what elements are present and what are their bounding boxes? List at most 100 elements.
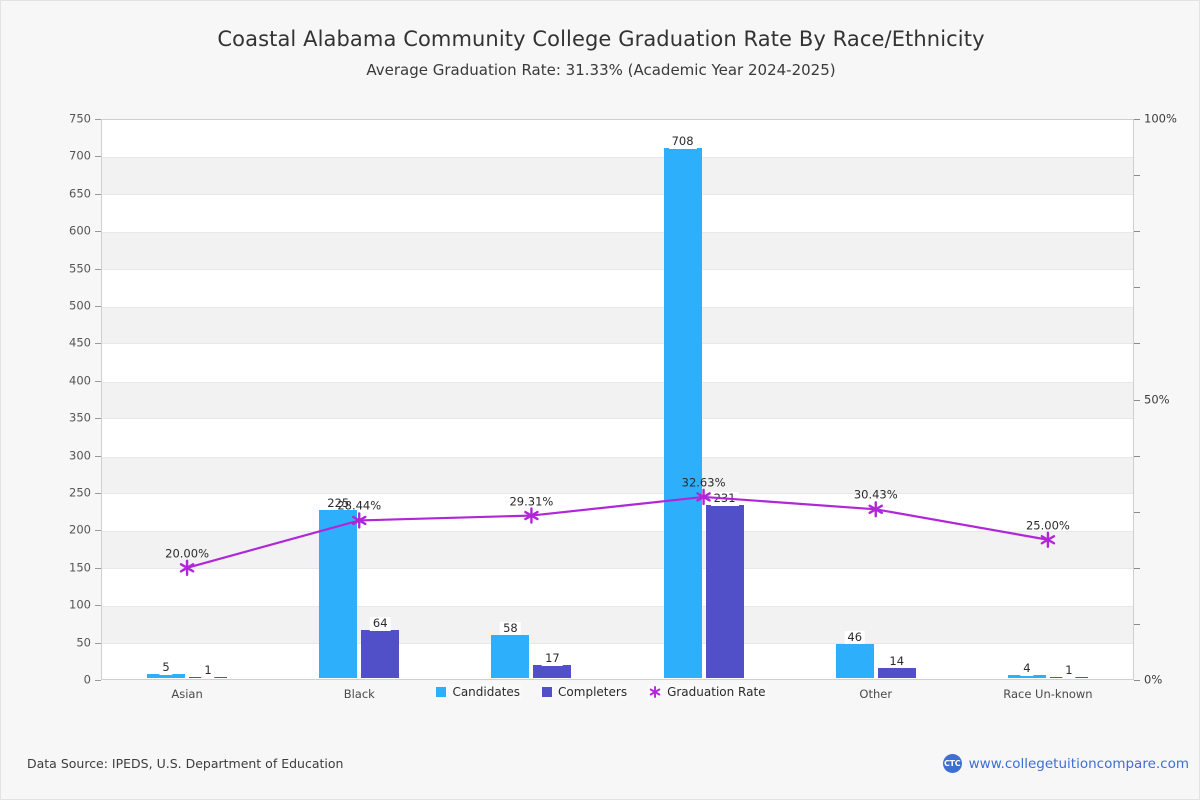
- legend-marker-asterisk-icon: [649, 686, 661, 698]
- bar-comp[interactable]: [705, 505, 744, 678]
- y-axis-tick-label: 250: [69, 485, 91, 500]
- legend-item-completers[interactable]: Completers: [540, 684, 630, 700]
- y2-axis-tick: [1134, 680, 1140, 681]
- bar-value-label: 4: [1020, 662, 1034, 676]
- y-axis-tick: [95, 605, 101, 607]
- y-axis-tick-label: 500: [69, 298, 91, 313]
- legend-label-graduation-rate: Graduation Rate: [667, 685, 766, 699]
- y-axis-tick-label: 450: [69, 335, 91, 350]
- graduation-rate-line: [179, 488, 1056, 576]
- bar-value-label: 64: [369, 617, 391, 631]
- plot-area: [101, 119, 1134, 680]
- y-axis-tick: [95, 530, 101, 532]
- y-axis-tick-label: 550: [69, 260, 91, 275]
- y2-axis-tick: [1134, 567, 1140, 569]
- y2-axis-tick: [1134, 399, 1140, 401]
- y-axis-tick: [95, 418, 101, 420]
- grid-band: [102, 157, 1133, 195]
- x-axis-category-label: Other: [859, 687, 893, 701]
- y-axis-tick: [95, 380, 101, 382]
- grid-band: [102, 381, 1133, 420]
- grid-band: [102, 456, 1133, 494]
- bar-value-label: 14: [886, 654, 908, 669]
- ctc-logo-icon: CTC: [942, 754, 962, 773]
- y-axis-tick: [95, 268, 101, 270]
- bar-cand[interactable]: [1007, 675, 1046, 678]
- rate-marker-asterisk-icon[interactable]: [1040, 531, 1056, 548]
- bar-comp[interactable]: [361, 630, 400, 678]
- y-axis-tick: [95, 193, 101, 195]
- bar-value-label: 5: [159, 661, 173, 675]
- legend-item-graduation-rate[interactable]: Graduation Rate: [647, 684, 768, 700]
- y-axis-tick-label: 600: [69, 223, 91, 238]
- bar-cand[interactable]: [835, 643, 874, 678]
- rate-marker-asterisk-icon[interactable]: [351, 512, 367, 529]
- y-axis-tick-label: 200: [69, 522, 91, 537]
- legend-swatch-candidates: [436, 687, 447, 697]
- bar-value-label: 708: [668, 135, 697, 149]
- bar-comp[interactable]: [533, 665, 572, 678]
- y-axis-tick: [95, 306, 101, 307]
- bar-value-label: 17: [542, 652, 563, 666]
- y-axis-tick-label: 700: [69, 148, 91, 163]
- y2-axis-tick-label: 50%: [1144, 391, 1170, 406]
- bar-cand[interactable]: [491, 634, 530, 678]
- bar-value-label: 1: [1062, 664, 1076, 678]
- y-axis-tick: [95, 156, 101, 158]
- y-axis-tick: [95, 642, 101, 644]
- y-axis-tick-label: 50: [76, 634, 91, 649]
- y-axis-tick: [95, 455, 101, 457]
- y2-axis-tick: [1134, 231, 1140, 233]
- y2-axis-tick: [1134, 175, 1140, 177]
- brand-footer[interactable]: CTC www.collegetuitioncompare.com: [942, 754, 1189, 773]
- y2-axis-tick: [1134, 119, 1140, 120]
- y-axis-tick-label: 0: [83, 672, 91, 687]
- y2-axis-tick: [1134, 287, 1140, 289]
- y-axis-tick: [95, 231, 101, 233]
- y-axis-tick: [95, 343, 101, 345]
- y2-axis-tick-label: 0%: [1144, 672, 1163, 687]
- grid-band: [102, 232, 1133, 270]
- y2-axis-tick-label: 100%: [1144, 111, 1177, 126]
- bar-value-label: 58: [500, 621, 521, 636]
- y2-axis-tick: [1134, 511, 1140, 513]
- rate-marker-asterisk-icon[interactable]: [179, 559, 195, 576]
- rate-marker-asterisk-icon[interactable]: [696, 488, 711, 506]
- x-axis-category-label: Asian: [171, 687, 203, 701]
- data-source-text: Data Source: IPEDS, U.S. Department of E…: [27, 756, 344, 771]
- y-axis-tick-label: 300: [69, 447, 91, 462]
- legend-label-candidates: Candidates: [452, 685, 521, 699]
- bar-cand[interactable]: [147, 674, 186, 678]
- bar-cand[interactable]: [319, 509, 358, 678]
- y2-axis-tick: [1134, 455, 1140, 457]
- bar-value-label: 1: [201, 664, 215, 678]
- chart-legend: Candidates Completers Graduation Rate: [1, 684, 1200, 700]
- bar-comp[interactable]: [877, 667, 916, 678]
- grid-band: [102, 531, 1133, 569]
- y-axis-tick: [95, 680, 101, 681]
- rate-line: [186, 495, 1049, 569]
- y-axis-tick-label: 150: [69, 560, 91, 575]
- rate-marker-asterisk-icon[interactable]: [868, 501, 884, 518]
- legend-label-completers: Completers: [558, 685, 628, 699]
- y-axis-tick-label: 650: [69, 186, 91, 201]
- rate-marker-asterisk-icon[interactable]: [524, 507, 539, 524]
- y-axis-tick-label: 350: [69, 410, 91, 425]
- chart-subtitle: Average Graduation Rate: 31.33% (Academi…: [366, 61, 836, 79]
- y2-axis-tick: [1134, 623, 1140, 625]
- brand-url-link[interactable]: www.collegetuitioncompare.com: [968, 755, 1189, 772]
- bar-cand[interactable]: [663, 148, 702, 678]
- legend-item-candidates[interactable]: Candidates: [434, 684, 523, 700]
- bar-value-label: 225: [324, 496, 353, 511]
- grid-band: [102, 307, 1133, 345]
- legend-swatch-completers: [542, 687, 553, 697]
- y-axis-tick-label: 750: [69, 111, 91, 126]
- x-axis-category-label: Black: [343, 687, 375, 701]
- y-axis-tick-label: 100: [69, 597, 91, 612]
- grid-band: [102, 606, 1133, 644]
- y-axis-tick: [95, 119, 101, 120]
- y-axis-tick: [95, 493, 101, 494]
- chart-title: Coastal Alabama Community College Gradua…: [217, 27, 985, 51]
- y2-axis-tick: [1134, 343, 1140, 345]
